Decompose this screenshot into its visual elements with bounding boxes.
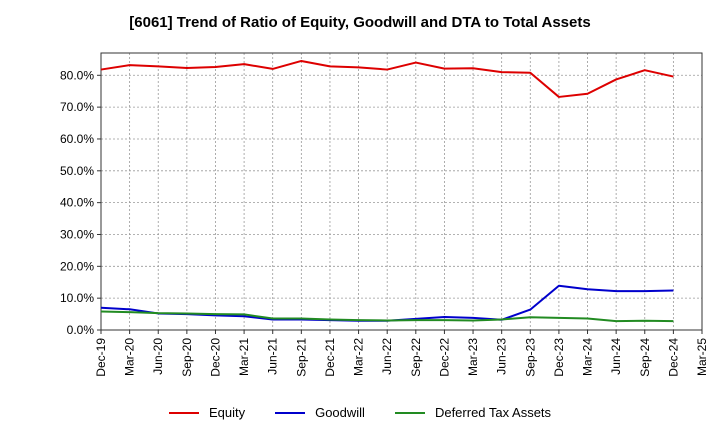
y-tick-label: 10.0% (60, 291, 94, 305)
y-tick-label: 40.0% (60, 196, 94, 210)
legend-item-deferred-tax-assets: Deferred Tax Assets (394, 405, 552, 420)
chart-title: [6061] Trend of Ratio of Equity, Goodwil… (129, 14, 591, 31)
x-tick-label: Jun-23 (495, 338, 509, 375)
axis-layer: Dec-19 Mar-20 Jun-20 Sep-20 Dec-20 Mar-21 Jun-… (60, 52, 709, 377)
plot-frame (100, 52, 703, 331)
series-line-deferred-tax-assets (100, 310, 674, 323)
x-tick-label: Mar-21 (237, 338, 251, 376)
x-tick-label: Dec-22 (437, 338, 451, 377)
x-tick-label: Jun-21 (266, 338, 280, 375)
x-tick-label: Dec-20 (208, 338, 222, 377)
x-tick-label: Dec-23 (552, 338, 566, 377)
x-tick-label: Sep-24 (638, 338, 652, 377)
legend-label-equity: Equity (208, 405, 246, 420)
series-line-equity (100, 59, 674, 98)
x-tick-label: Jun-22 (380, 338, 394, 375)
x-tick-label: Mar-25 (695, 338, 709, 376)
y-tick-label: 60.0% (60, 132, 94, 146)
legend-swatch-deferred-tax-assets (394, 411, 425, 414)
y-tick-label: 50.0% (60, 164, 94, 178)
x-tick-label: Dec-24 (666, 338, 680, 377)
x-tick-label: Dec-21 (323, 338, 337, 377)
legend-label-goodwill: Goodwill (315, 405, 365, 420)
legend-label-deferred-tax-assets: Deferred Tax Assets (434, 405, 552, 420)
legend-item-goodwill: Goodwill (275, 405, 365, 420)
y-tick-label: 80.0% (60, 68, 94, 82)
x-tick-label: Jun-24 (609, 338, 623, 375)
x-tick-label: Mar-20 (123, 338, 137, 376)
x-tick-label: Jun-20 (151, 338, 165, 375)
x-tick-label: Mar-23 (466, 338, 480, 376)
x-tick-label: Mar-22 (352, 338, 366, 376)
y-tick-label: 70.0% (60, 100, 94, 114)
x-tick-label: Sep-20 (180, 338, 194, 377)
x-tick-label: Dec-19 (94, 338, 108, 377)
legend: Equity Goodwill Deferred Tax Assets (0, 405, 720, 420)
legend-swatch-goodwill (275, 411, 306, 414)
legend-swatch-equity (168, 411, 199, 414)
grid-layer (101, 53, 702, 330)
x-tick-label: Sep-23 (523, 338, 537, 377)
x-tick-label: Sep-21 (294, 338, 308, 377)
y-tick-label: 20.0% (60, 259, 94, 273)
x-tick-label: Sep-22 (409, 338, 423, 377)
y-tick-label: 30.0% (60, 227, 94, 241)
legend-item-equity: Equity (168, 405, 246, 420)
series-layer (100, 59, 674, 323)
y-tick-label: 0.0% (67, 323, 95, 337)
x-tick-label: Mar-24 (581, 338, 595, 376)
